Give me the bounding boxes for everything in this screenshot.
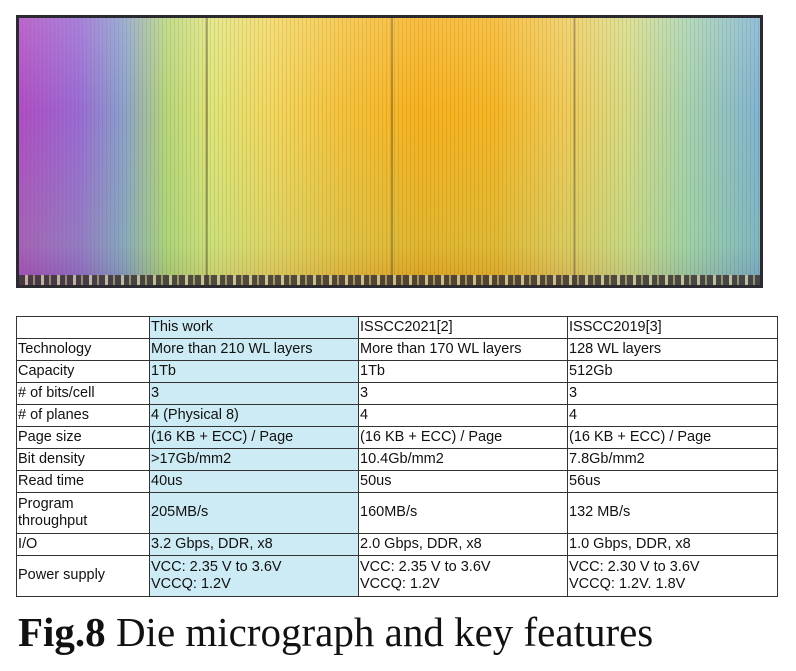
cell-isscc2021: 4 (358, 404, 568, 427)
header-isscc2021: ISSCC2021[2] (358, 316, 568, 339)
cell-this-work: 40us (149, 470, 359, 493)
row-label-line: throughput (18, 513, 88, 529)
figure-caption: Fig.8 Die micrograph and key features (18, 612, 653, 653)
cell-isscc2021: 2.0 Gbps, DDR, x8 (358, 533, 568, 556)
cell-line: VCCQ: 1.2V. 1.8V (569, 576, 686, 592)
row-label-line: Program (18, 495, 74, 512)
cell-isscc2021: (16 KB + ECC) / Page (358, 426, 568, 449)
cell-isscc2019: 3 (567, 382, 778, 405)
cell-line: VCCQ: 1.2V (360, 576, 440, 592)
figure-caption-text: Die micrograph and key features (105, 609, 654, 655)
cell-isscc2021: 10.4Gb/mm2 (358, 448, 568, 471)
cell-isscc2019: (16 KB + ECC) / Page (567, 426, 778, 449)
figure-label: Fig.8 (18, 609, 106, 655)
row-label: Read time (16, 470, 150, 493)
row-label: Page size (16, 426, 150, 449)
cell-isscc2019: 132 MB/s (567, 492, 778, 534)
cell-this-work: More than 210 WL layers (149, 338, 359, 361)
cell-this-work: 3 (149, 382, 359, 405)
cell-isscc2021: VCC: 2.35 V to 3.6V VCCQ: 1.2V (358, 555, 568, 597)
cell-this-work: VCC: 2.35 V to 3.6V VCCQ: 1.2V (149, 555, 359, 597)
micrograph-shading (19, 18, 760, 285)
table-row: Bit density >17Gb/mm2 10.4Gb/mm2 7.8Gb/m… (16, 448, 778, 471)
table-row: Program throughput 205MB/s 160MB/s 132 M… (16, 492, 778, 534)
cell-isscc2019: 512Gb (567, 360, 778, 383)
row-label: Program throughput (16, 492, 150, 534)
table-row: Page size (16 KB + ECC) / Page (16 KB + … (16, 426, 778, 449)
row-label: Technology (16, 338, 150, 361)
header-this-work: This work (149, 316, 359, 339)
cell-isscc2019: VCC: 2.30 V to 3.6V VCCQ: 1.2V. 1.8V (567, 555, 778, 597)
table-header-row: This work ISSCC2021[2] ISSCC2019[3] (16, 316, 778, 339)
cell-this-work: 205MB/s (149, 492, 359, 534)
die-micrograph-image (16, 15, 763, 288)
cell-isscc2021: 50us (358, 470, 568, 493)
micrograph-plane-dividers (19, 18, 760, 285)
table-row: # of planes 4 (Physical 8) 4 4 (16, 404, 778, 427)
cell-isscc2019: 7.8Gb/mm2 (567, 448, 778, 471)
cell-isscc2019: 128 WL layers (567, 338, 778, 361)
micrograph-bond-pads (19, 275, 760, 285)
table-row: Technology More than 210 WL layers More … (16, 338, 778, 361)
header-corner (16, 316, 150, 339)
header-isscc2019: ISSCC2019[3] (567, 316, 778, 339)
table-row: I/O 3.2 Gbps, DDR, x8 2.0 Gbps, DDR, x8 … (16, 533, 778, 556)
cell-isscc2019: 1.0 Gbps, DDR, x8 (567, 533, 778, 556)
cell-isscc2021: 3 (358, 382, 568, 405)
cell-isscc2021: More than 170 WL layers (358, 338, 568, 361)
table-row: # of bits/cell 3 3 3 (16, 382, 778, 405)
cell-this-work: (16 KB + ECC) / Page (149, 426, 359, 449)
row-label: # of bits/cell (16, 382, 150, 405)
cell-this-work: 1Tb (149, 360, 359, 383)
key-features-table: This work ISSCC2021[2] ISSCC2019[3] Tech… (16, 316, 778, 597)
cell-line: VCCQ: 1.2V (151, 576, 231, 592)
table-row: Read time 40us 50us 56us (16, 470, 778, 493)
cell-isscc2019: 4 (567, 404, 778, 427)
cell-isscc2021: 160MB/s (358, 492, 568, 534)
cell-line: VCC: 2.35 V to 3.6V (151, 558, 282, 575)
cell-line: VCC: 2.30 V to 3.6V (569, 558, 700, 575)
row-label: Capacity (16, 360, 150, 383)
row-label: # of planes (16, 404, 150, 427)
cell-this-work: >17Gb/mm2 (149, 448, 359, 471)
row-label: Bit density (16, 448, 150, 471)
row-label: I/O (16, 533, 150, 556)
cell-line: VCC: 2.35 V to 3.6V (360, 558, 491, 575)
cell-this-work: 3.2 Gbps, DDR, x8 (149, 533, 359, 556)
table-row: Capacity 1Tb 1Tb 512Gb (16, 360, 778, 383)
micrograph-wordline-stripes (19, 18, 760, 285)
table-row: Power supply VCC: 2.35 V to 3.6V VCCQ: 1… (16, 555, 778, 597)
cell-isscc2021: 1Tb (358, 360, 568, 383)
row-label: Power supply (16, 555, 150, 597)
cell-this-work: 4 (Physical 8) (149, 404, 359, 427)
cell-isscc2019: 56us (567, 470, 778, 493)
